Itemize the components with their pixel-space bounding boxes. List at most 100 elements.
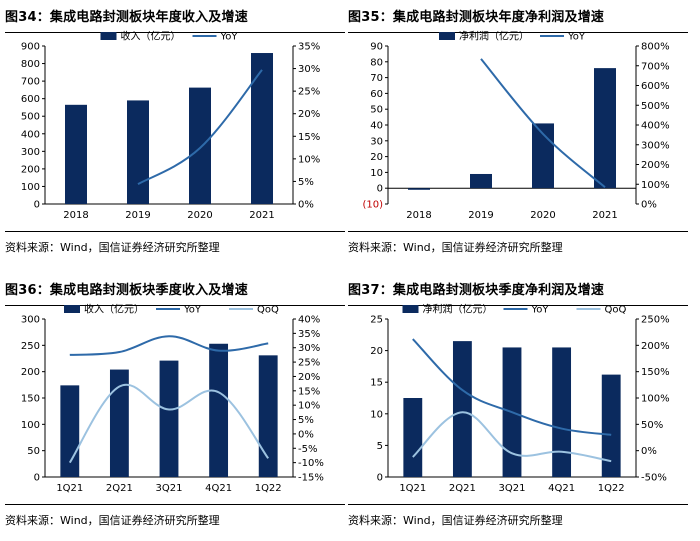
y-tick-label-left: 30 xyxy=(370,136,383,147)
bar xyxy=(552,347,572,477)
bar xyxy=(209,343,229,477)
y-tick-label-left: 0 xyxy=(34,200,40,211)
bar xyxy=(601,374,621,477)
bar xyxy=(258,355,278,477)
y-tick-label-left: 250 xyxy=(21,341,40,352)
y-tick-label-left: 50 xyxy=(370,105,383,116)
series-line-qoq xyxy=(68,383,270,464)
chart-title: 图34：集成电路封测板块年度收入及增速 xyxy=(5,10,248,25)
x-tick-label: 3Q21 xyxy=(499,483,526,494)
x-tick-label: 2021 xyxy=(592,210,617,221)
y-tick-label-left: 10 xyxy=(370,409,383,420)
x-tick-label: 2018 xyxy=(406,210,431,221)
bar xyxy=(60,385,80,477)
x-tick-label: 2Q21 xyxy=(106,483,133,494)
y-tick-label-left: 300 xyxy=(21,147,40,158)
source-note: 资料来源：Wind，国信证券经济研究所整理 xyxy=(348,241,563,254)
y-tick-label-left: 80 xyxy=(370,57,383,68)
legend-label: 净利润（亿元） xyxy=(459,30,529,43)
source-note: 资料来源：Wind，国信证券经济研究所整理 xyxy=(348,514,563,527)
y-tick-label-left: 200 xyxy=(21,367,40,378)
bar xyxy=(403,398,423,477)
y-tick-label-left: 700 xyxy=(21,77,40,88)
bar xyxy=(594,68,616,189)
chart-panel-revenue-quarterly: 图36：集成电路封测板块季度收入及增速 0 50 100 150 200 250 300 -1… xyxy=(5,279,355,541)
y-tick-label-right: -10% xyxy=(298,458,324,469)
y-tick-label-left: 300 xyxy=(21,315,40,326)
source-note: 资料来源：Wind，国信证券经济研究所整理 xyxy=(5,241,220,254)
y-tick-label-right: 25% xyxy=(298,358,320,369)
y-tick-label-right: 600% xyxy=(641,81,670,92)
y-tick-label-right: 50% xyxy=(641,420,663,431)
y-tick-label-right: -50% xyxy=(641,473,667,484)
chart-revenue-annual: 0 100 200 300 400 500 600 700 800 900 0% 5% 10% 15% 20… xyxy=(21,30,320,222)
x-tick-label: 3Q21 xyxy=(156,483,183,494)
y-tick-label-left: 900 xyxy=(21,42,40,53)
y-tick-label-left: 20 xyxy=(370,152,383,163)
y-tick-label-left: 400 xyxy=(21,129,40,140)
y-tick-label-left: 25 xyxy=(370,315,383,326)
y-tick-label-left: 150 xyxy=(21,394,40,405)
y-tick-label-right: 15% xyxy=(298,132,320,143)
legend-swatch-bar xyxy=(402,305,419,313)
x-tick-label: 1Q21 xyxy=(399,483,426,494)
series-line-yoy xyxy=(69,335,269,356)
x-tick-label: 2021 xyxy=(249,210,274,221)
y-tick-label-right: 800% xyxy=(641,42,670,53)
x-tick-label: 2019 xyxy=(125,210,150,221)
y-tick-label-left: 40 xyxy=(370,121,383,132)
y-tick-label-right: 35% xyxy=(298,329,320,340)
y-tick-label-right: 300% xyxy=(641,140,670,151)
legend-label: QoQ xyxy=(605,305,627,316)
y-tick-label-right: 5% xyxy=(298,415,314,426)
legend-label: YoY xyxy=(531,305,550,316)
x-tick-label: 2020 xyxy=(530,210,555,221)
bar xyxy=(109,369,129,477)
y-tick-label-right: 20% xyxy=(298,109,320,120)
y-tick-label-left: 20 xyxy=(370,346,383,357)
y-tick-label-right: 200% xyxy=(641,341,670,352)
y-tick-label-right: -15% xyxy=(298,473,324,484)
bar xyxy=(408,188,430,190)
bar xyxy=(452,341,472,477)
bar xyxy=(159,360,179,477)
y-tick-label-left: 90 xyxy=(370,42,383,53)
chart-panel-profit-annual: 图35：集成电路封测板块年度净利润及增速 (10) 0 10 20 30 40 50 60 70… xyxy=(348,6,698,268)
source-divider xyxy=(348,231,688,232)
legend-label: YoY xyxy=(183,305,202,316)
x-tick-label: 2019 xyxy=(468,210,493,221)
y-tick-label-right: 25% xyxy=(298,87,320,98)
y-tick-label-left: (10) xyxy=(362,200,383,211)
y-tick-label-right: 0% xyxy=(298,200,314,211)
y-tick-label-right: 30% xyxy=(298,64,320,75)
y-tick-label-left: 50 xyxy=(27,446,40,457)
y-tick-label-right: -5% xyxy=(298,444,317,455)
y-tick-label-left: 10 xyxy=(370,168,383,179)
y-tick-label-right: 200% xyxy=(641,160,670,171)
y-tick-label-right: 150% xyxy=(641,367,670,378)
y-tick-label-right: 400% xyxy=(641,121,670,132)
series-line-qoq xyxy=(412,411,612,463)
chart-profit-quarterly: 0 5 10 15 20 25 -50% 0% 50% 100% 150% 200% 250% 1Q21 2… xyxy=(370,303,670,495)
y-tick-label-right: 15% xyxy=(298,386,320,397)
chart-title: 图37：集成电路封测板块季度净利润及增速 xyxy=(348,283,605,298)
source-note: 资料来源：Wind，国信证券经济研究所整理 xyxy=(5,514,220,527)
title-divider xyxy=(348,32,688,33)
y-tick-label-left: 0 xyxy=(377,473,383,484)
y-tick-label-left: 800 xyxy=(21,59,40,70)
y-tick-label-right: 10% xyxy=(298,154,320,165)
title-divider xyxy=(348,305,688,306)
y-tick-label-left: 60 xyxy=(370,89,383,100)
x-tick-label: 2018 xyxy=(63,210,88,221)
bar xyxy=(65,104,87,204)
legend-swatch-bar xyxy=(64,305,80,313)
bar xyxy=(189,87,211,204)
chart-title: 图36：集成电路封测板块季度收入及增速 xyxy=(5,283,248,298)
source-divider xyxy=(348,504,688,505)
y-tick-label-right: 700% xyxy=(641,61,670,72)
bar xyxy=(127,100,149,204)
y-tick-label-right: 500% xyxy=(641,101,670,112)
bar xyxy=(251,53,273,205)
legend-label: 收入（亿元） xyxy=(121,30,181,43)
x-tick-label: 4Q21 xyxy=(205,483,232,494)
